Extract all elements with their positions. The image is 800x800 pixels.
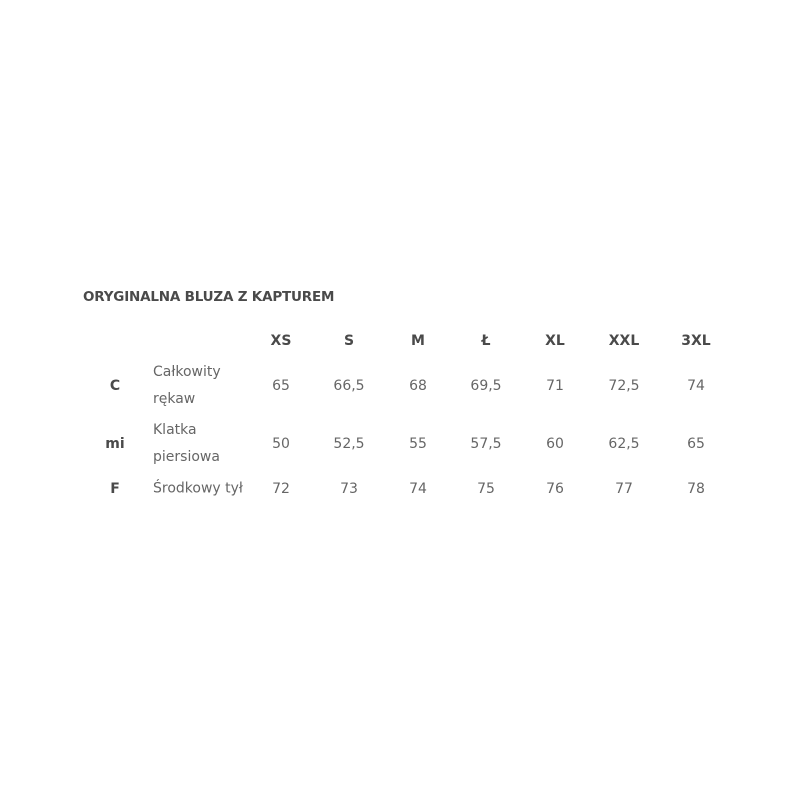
description-line: Środkowy tył [153, 480, 243, 497]
row-description: Całkowity rękaw [153, 359, 221, 413]
table-cell: 65 [272, 378, 290, 394]
description-line: rękaw [153, 391, 196, 407]
description-line: Klatka [153, 422, 197, 438]
row-description: Klatka piersiowa [153, 417, 220, 471]
row-description: Środkowy tył [153, 476, 243, 503]
row-code: C [109, 378, 121, 394]
table-cell: 76 [546, 481, 564, 497]
table-cell: 68 [409, 378, 427, 394]
table-cell: 73 [340, 481, 358, 497]
description-line: Całkowity [153, 364, 221, 380]
size-header: S [343, 333, 355, 349]
table-cell: 62,5 [608, 436, 640, 452]
table-cell: 72,5 [608, 378, 640, 394]
table-cell: 60 [546, 436, 564, 452]
table-cell: 69,5 [470, 378, 502, 394]
size-header: XXL [608, 333, 640, 349]
row-code: F [110, 481, 120, 497]
table-cell: 74 [687, 378, 705, 394]
table-cell: 65 [687, 436, 705, 452]
table-cell: 77 [615, 481, 633, 497]
table-cell: 52,5 [333, 436, 365, 452]
table-cell: 66,5 [333, 378, 365, 394]
row-code: mi [105, 436, 125, 452]
table-cell: 71 [546, 378, 564, 394]
table-cell: 78 [687, 481, 705, 497]
table-cell: 55 [409, 436, 427, 452]
table-cell: 74 [409, 481, 427, 497]
table-cell: 72 [272, 481, 290, 497]
table-cell: 75 [477, 481, 495, 497]
description-line: piersiowa [153, 449, 220, 465]
size-header: Ł [481, 333, 491, 349]
size-header: XS [270, 333, 292, 349]
page-title: ORYGINALNA BLUZA Z KAPTUREM [83, 289, 335, 305]
size-header: M [411, 333, 425, 349]
size-header: 3XL [681, 333, 711, 349]
size-header: XL [545, 333, 565, 349]
table-cell: 50 [272, 436, 290, 452]
table-cell: 57,5 [470, 436, 502, 452]
